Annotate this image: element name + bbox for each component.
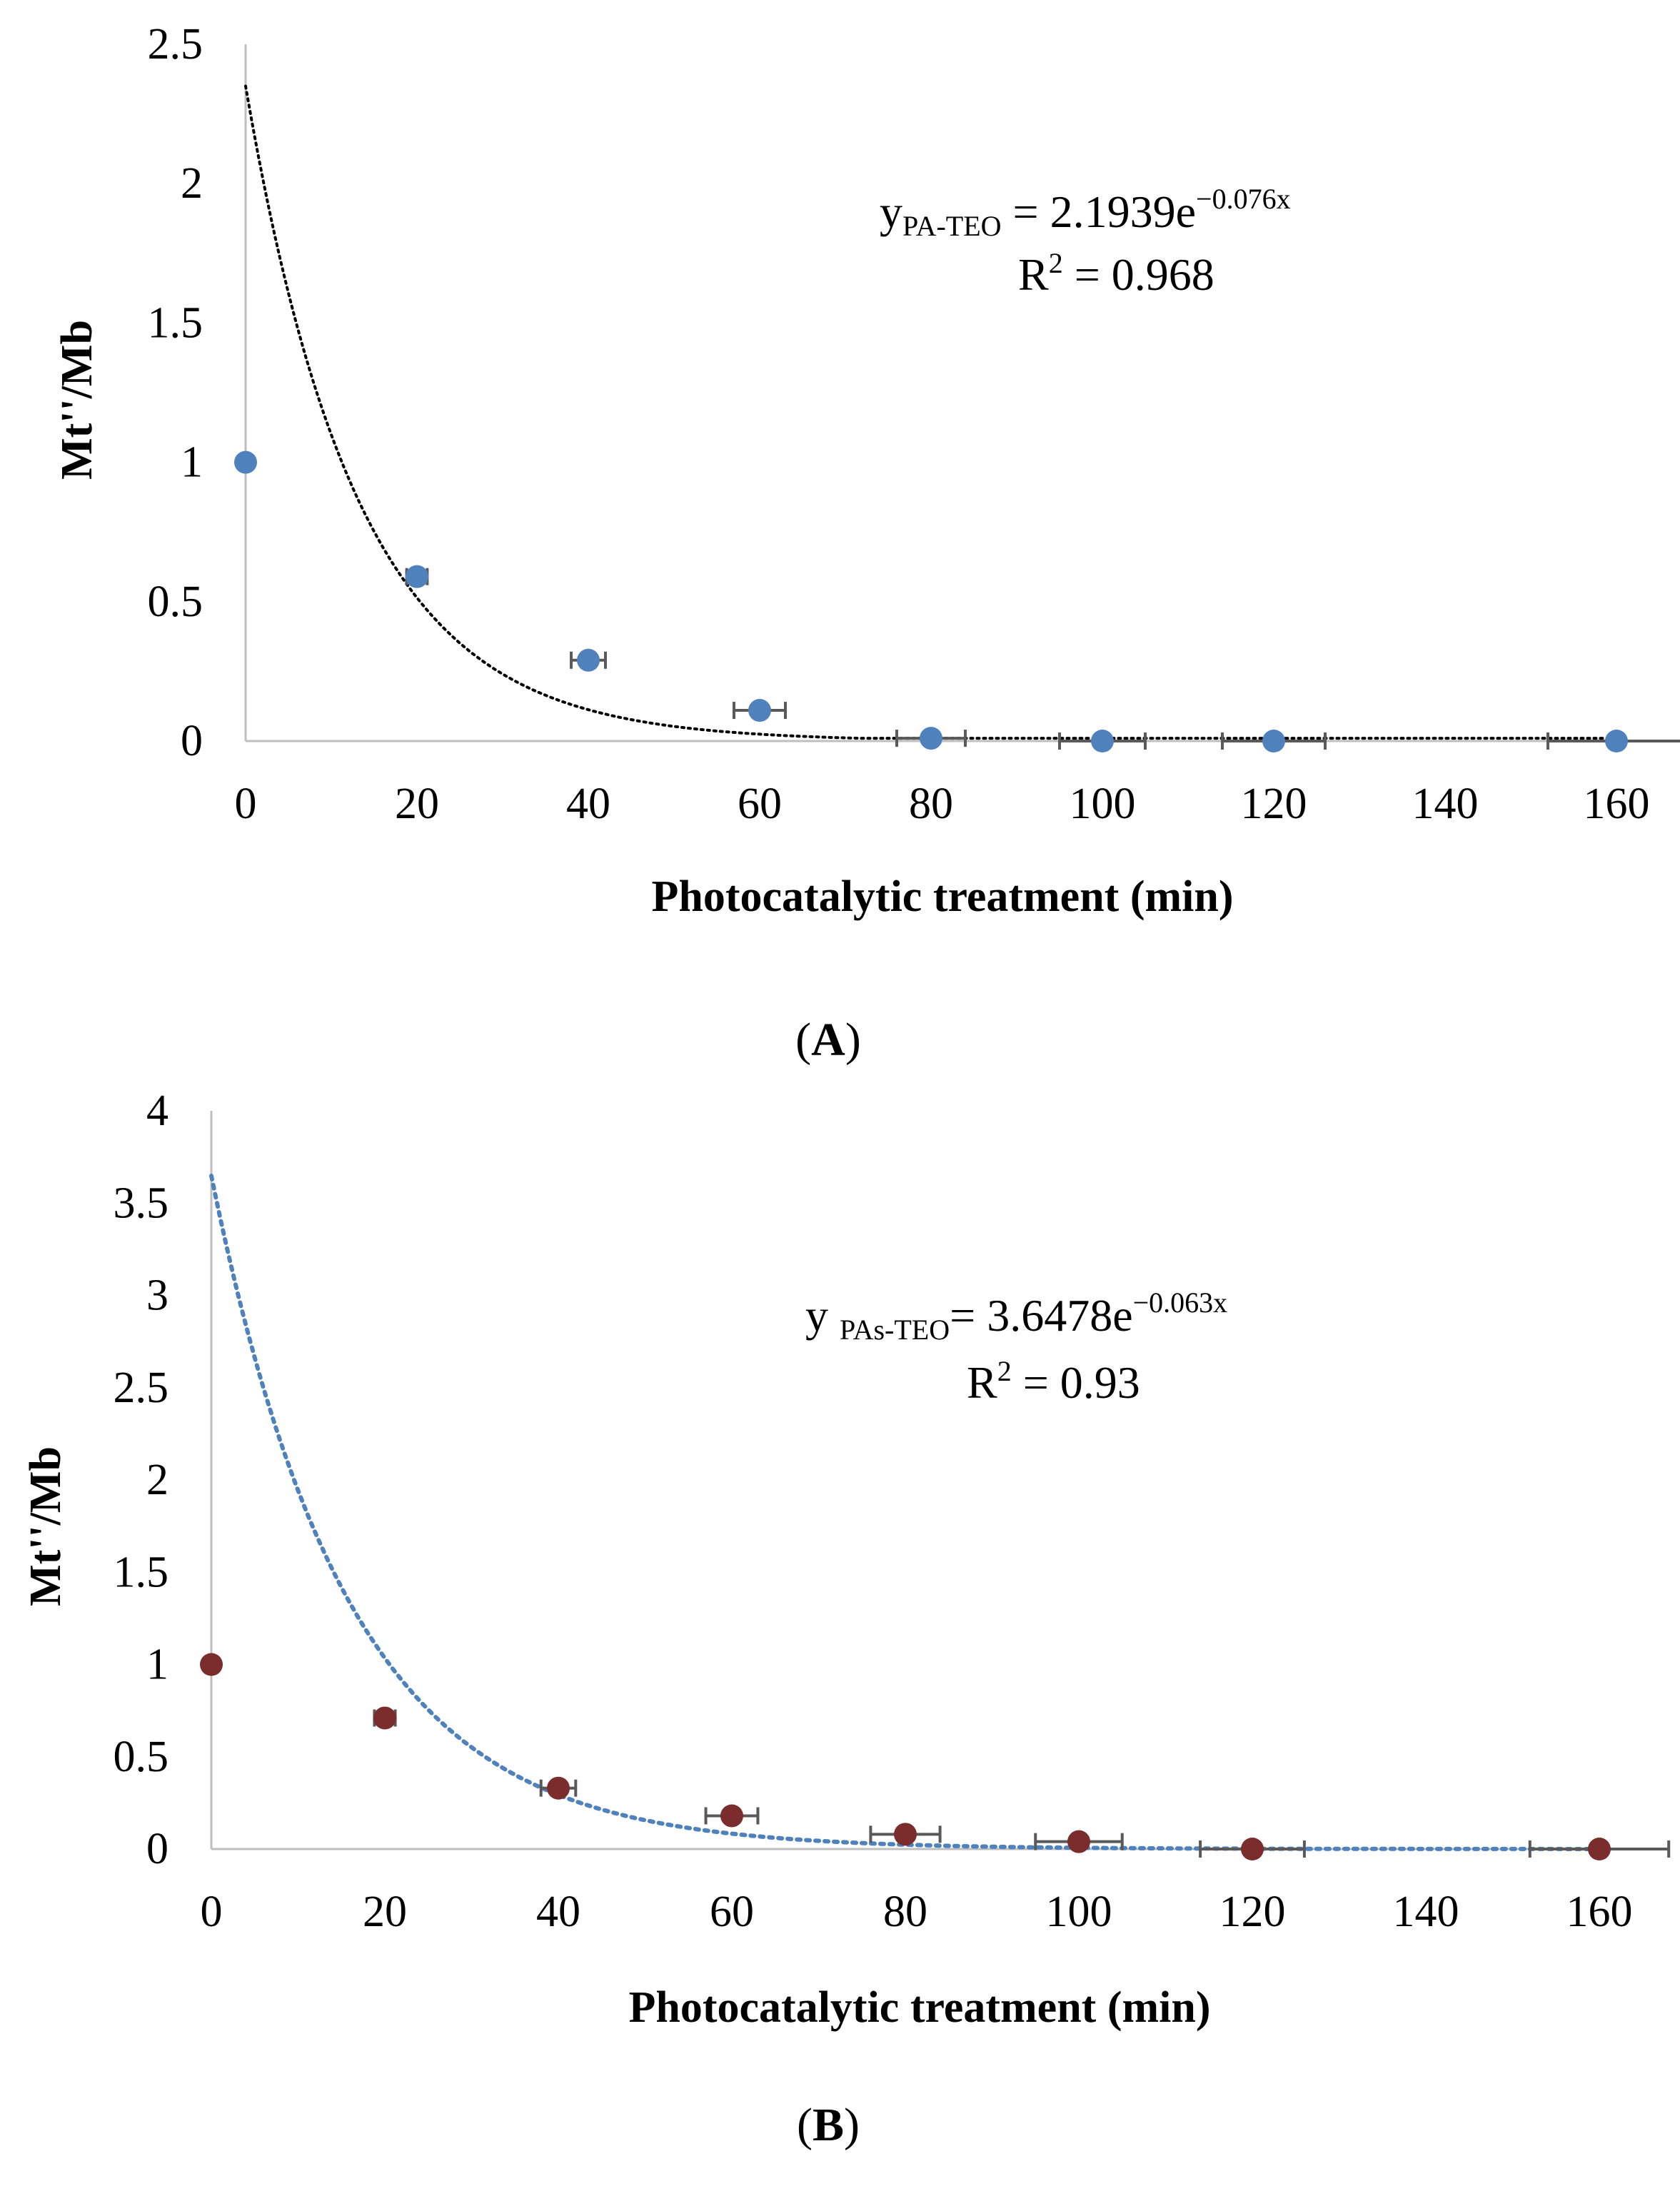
chart-b-data-point (200, 1653, 223, 1676)
chart-b-panel-label: (B) (797, 2099, 860, 2151)
chart-a-r2-rest: = 0.968 (1063, 249, 1214, 300)
chart-a-data-point (1091, 730, 1114, 752)
chart-a-ylabel: Mt''/Mb (53, 320, 101, 480)
chart-a-xtick-label: 140 (1412, 780, 1479, 828)
chart-b-eq-exp: −0.063x (1133, 1286, 1228, 1319)
chart-a-equation: yPA-TEO = 2.1939e−0.076x (880, 183, 1291, 242)
chart-b-ytick-label: 3.5 (114, 1179, 169, 1227)
chart-b-data-point (1588, 1838, 1611, 1860)
chart-a-xtick-label: 120 (1241, 780, 1307, 828)
chart-b-eq-y: y (805, 1290, 840, 1341)
chart-a-xtick-label: 60 (738, 780, 782, 828)
chart-a-eq-sub: PA-TEO (902, 210, 1002, 242)
chart-b-eq-sub: PAs-TEO (840, 1314, 950, 1346)
chart-b-eq-rhs: = 3.6478e (950, 1290, 1133, 1341)
chart-b-ytick-label: 0.5 (114, 1733, 169, 1781)
chart-b-data-point (373, 1706, 396, 1730)
chart-b-xtick-label: 40 (536, 1888, 580, 1936)
chart-a-data-point (1262, 730, 1285, 752)
chart-a-xtick-label: 160 (1584, 780, 1650, 828)
chart-b-panel-letter: B (813, 2099, 844, 2151)
chart-a-xtick-label: 80 (909, 780, 953, 828)
chart-a-r2-prefix: R (1018, 249, 1049, 300)
chart-a-xlabel: Photocatalytic treatment (min) (652, 872, 1234, 921)
chart-b-data-point (547, 1776, 570, 1800)
chart-a-data-point (748, 699, 771, 722)
chart-b-marks: 00.511.522.533.540 20 40 60 80 100 120 140 160 (114, 1087, 1671, 1936)
chart-b-xtick-label: 100 (1046, 1888, 1112, 1936)
chart-b-data-point (1067, 1830, 1090, 1853)
chart-b-ytick-label: 1.5 (114, 1548, 169, 1596)
chart-a-xtick-label: 20 (395, 780, 439, 828)
chart-b-r2-prefix: R (967, 1357, 997, 1408)
chart-a-r2-sup: 2 (1049, 247, 1063, 279)
chart-a-ytick-label: 0 (181, 717, 203, 765)
chart-b-xtick-label: 80 (883, 1888, 927, 1936)
chart-panel-b: 00.511.522.533.540 20 40 60 80 100 120 140 160 P… (21, 1087, 1671, 2151)
chart-a-ytick-label: 2.5 (148, 20, 203, 69)
chart-a-ytick-label: 2 (181, 159, 203, 208)
chart-a-eq-rhs: = 2.1939e (1002, 186, 1197, 237)
chart-b-xtick-label: 140 (1393, 1888, 1459, 1936)
chart-a-panel-label: (A) (795, 1014, 861, 1066)
chart-b-xlabel: Photocatalytic treatment (min) (629, 1983, 1211, 2032)
chart-b-r2-sup: 2 (997, 1355, 1012, 1387)
chart-a-eq-y: y (880, 186, 902, 237)
chart-b-data-point (1241, 1838, 1264, 1860)
chart-a-trendline (244, 84, 1618, 740)
chart-b-xtick-label: 60 (710, 1888, 754, 1936)
chart-a-panel-letter: A (811, 1014, 845, 1066)
chart-panel-a: 0 0.5 1 1.5 2 2.5 0 20 40 60 80 100 120 140 160 Photoc… (53, 20, 1680, 1066)
chart-a-eq-exp: −0.076x (1196, 183, 1291, 215)
chart-b-ytick-label: 2.5 (114, 1364, 169, 1412)
chart-a-ytick-label: 0.5 (148, 578, 203, 626)
chart-a-ytick-label: 1 (181, 438, 203, 487)
chart-b-ytick-label: 3 (146, 1271, 168, 1320)
chart-a-data-point (406, 565, 428, 588)
chart-b-xtick-label: 20 (363, 1888, 407, 1936)
chart-a-xtick-label: 40 (566, 780, 610, 828)
chart-b-r2-rest: = 0.93 (1012, 1357, 1140, 1408)
chart-b-data-point (720, 1804, 743, 1828)
chart-a-ytick-label: 1.5 (148, 298, 203, 347)
chart-b-ytick-label: 0 (146, 1825, 168, 1873)
chart-a-xtick-label: 0 (235, 780, 257, 828)
chart-b-r2: R2 = 0.93 (967, 1355, 1140, 1408)
chart-b-ylabel: Mt''/Mb (21, 1446, 70, 1606)
chart-a-xtick-label: 100 (1070, 780, 1136, 828)
chart-b-ytick-label: 2 (146, 1456, 168, 1504)
chart-a-marks: 0 0.5 1 1.5 2 2.5 0 20 40 60 80 100 120 140 160 (148, 20, 1680, 828)
chart-b-trendline (209, 1174, 1601, 1851)
chart-b-xtick-label: 120 (1219, 1888, 1286, 1936)
chart-b-data-point (894, 1823, 917, 1846)
chart-b-ytick-label: 4 (146, 1087, 168, 1135)
chart-b-xtick-label: 0 (201, 1888, 223, 1936)
chart-a-data-point (920, 727, 942, 750)
chart-a-r2: R2 = 0.968 (1018, 247, 1214, 300)
chart-b-ytick-label: 1 (146, 1641, 168, 1689)
chart-a-data-point (1605, 730, 1628, 752)
chart-b-xtick-label: 160 (1566, 1888, 1633, 1936)
chart-b-equation: y PAs-TEO= 3.6478e−0.063x (805, 1286, 1227, 1346)
chart-a-data-point (577, 648, 600, 672)
chart-a-data-point (234, 450, 257, 474)
